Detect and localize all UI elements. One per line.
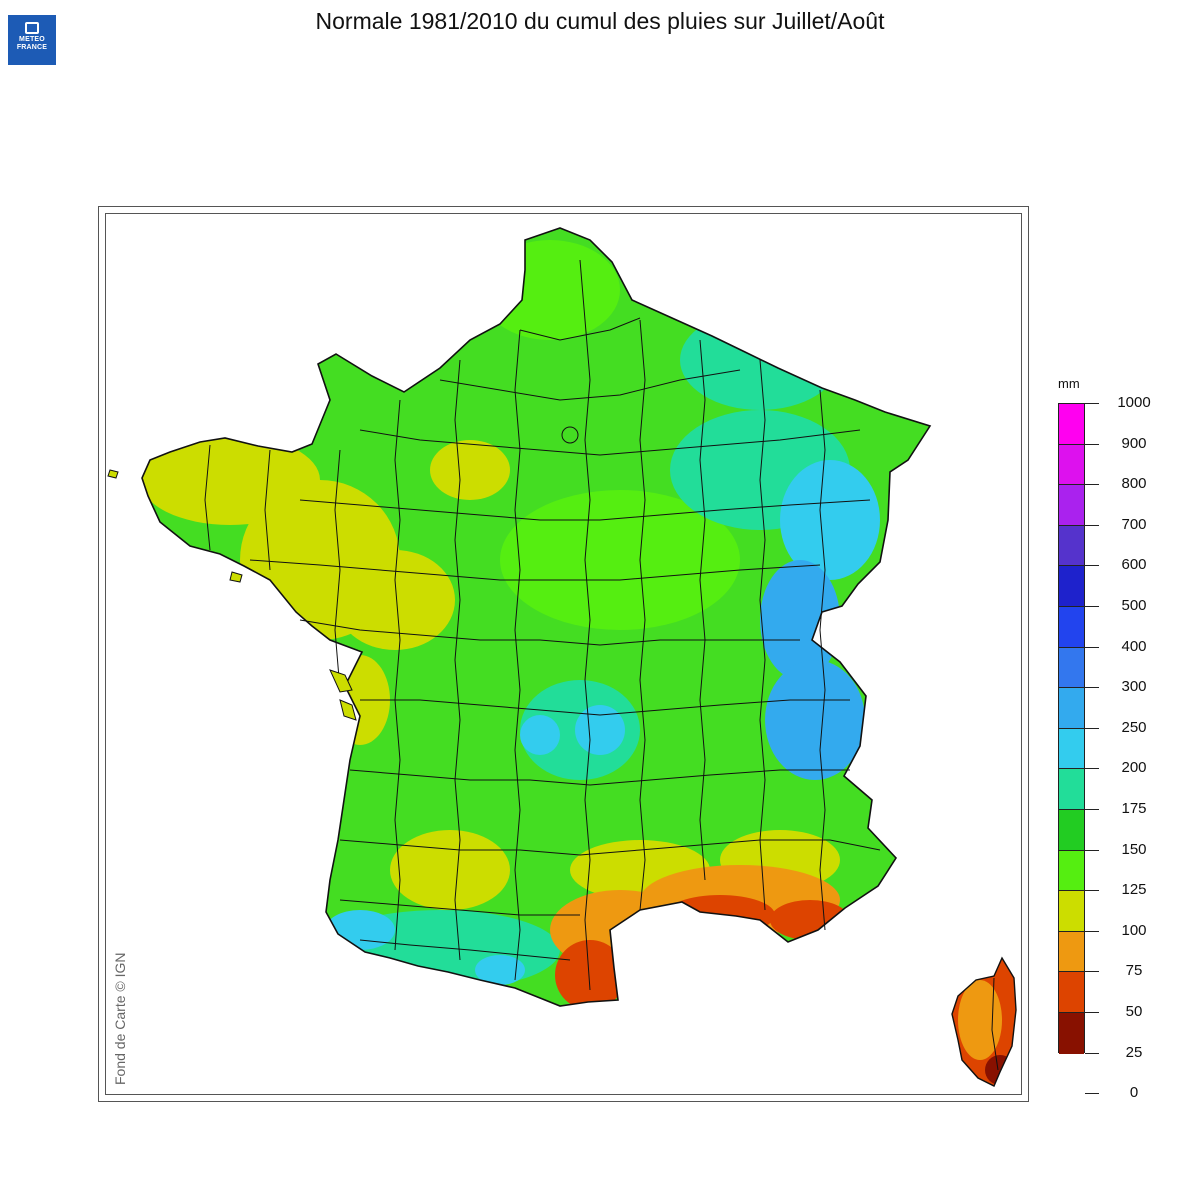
legend-color-bar — [1058, 403, 1085, 1054]
legend-swatch — [1059, 850, 1084, 892]
legend-label: 175 — [1121, 800, 1147, 817]
legend-tick — [1085, 809, 1099, 810]
islands — [107, 469, 357, 721]
legend-label: 25 — [1125, 1043, 1143, 1061]
legend-label: 125 — [1121, 881, 1147, 899]
legend-tick — [1085, 687, 1099, 689]
department-borders — [204, 259, 881, 991]
legend-tick — [1085, 1093, 1099, 1095]
legend-label: 0 — [1129, 1084, 1139, 1102]
legend-label: 500 — [1121, 597, 1147, 614]
legend-swatch — [1059, 444, 1084, 486]
legend-label: 250 — [1121, 718, 1147, 736]
legend-tick — [1085, 646, 1099, 648]
legend-tick — [1085, 727, 1099, 729]
logo-mark-icon — [25, 22, 39, 34]
legend-tick — [1085, 971, 1099, 973]
meteo-france-logo: METEO FRANCE — [8, 15, 56, 65]
legend-swatch — [1059, 728, 1084, 770]
legend-tick — [1085, 930, 1099, 932]
legend-swatch — [1059, 809, 1084, 851]
france-outline — [141, 227, 932, 1007]
legend-label: 1000 — [1117, 394, 1151, 411]
legend-tick — [1085, 768, 1099, 770]
legend-tick — [1085, 443, 1099, 445]
map-title: Normale 1981/2010 du cumul des pluies su… — [315, 8, 885, 34]
legend-label: 50 — [1125, 1003, 1143, 1020]
legend-unit: mm — [1058, 376, 1080, 391]
legend-tick — [1085, 484, 1099, 486]
legend-label: 150 — [1121, 840, 1147, 858]
color-legend: mm 1000 900 800 700 600 500 400 300 250 200 175 150… — [1000, 370, 1200, 1110]
legend-tick — [1085, 565, 1099, 567]
legend-swatch — [1059, 647, 1084, 689]
legend-swatch — [1059, 404, 1084, 445]
corsica-outline — [951, 956, 1017, 1087]
legend-tick — [1085, 606, 1099, 607]
legend-label: 300 — [1121, 678, 1147, 696]
legend-swatch — [1059, 485, 1084, 526]
legend-label: 800 — [1121, 475, 1147, 493]
corsica-border — [991, 977, 999, 1071]
map-frame-outer — [98, 206, 1029, 1102]
legend-tick — [1085, 524, 1099, 526]
legend-label: 900 — [1121, 434, 1147, 452]
legend-swatch — [1059, 1012, 1084, 1054]
map-credit: Fond de Carte © IGN — [112, 952, 128, 1085]
legend-swatch — [1059, 688, 1084, 729]
legend-label: 100 — [1121, 921, 1147, 939]
legend-tick — [1085, 403, 1099, 404]
legend-label: 700 — [1121, 515, 1147, 533]
legend-label: 600 — [1121, 556, 1147, 574]
legend-swatch — [1059, 891, 1084, 932]
legend-label: 400 — [1121, 637, 1147, 655]
legend-tick — [1085, 890, 1099, 892]
legend-swatch — [1059, 566, 1084, 607]
legend-label: 200 — [1121, 759, 1147, 777]
legend-swatch — [1059, 931, 1084, 973]
legend-tick — [1085, 1012, 1099, 1013]
logo-line-2: FRANCE — [16, 44, 48, 51]
legend-swatch — [1059, 972, 1084, 1013]
legend-tick — [1085, 849, 1099, 851]
legend-swatch — [1059, 606, 1084, 648]
legend-label: 75 — [1125, 962, 1143, 980]
legend-tick — [1085, 1052, 1099, 1054]
map-frame-inner — [105, 213, 1022, 1095]
logo-line-1: METEO — [19, 36, 45, 43]
legend-swatch — [1059, 525, 1084, 567]
legend-swatch — [1059, 769, 1084, 810]
